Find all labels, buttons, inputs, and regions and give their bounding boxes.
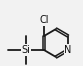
Text: N: N — [64, 45, 72, 55]
Text: Si: Si — [22, 45, 30, 55]
Text: Cl: Cl — [39, 15, 49, 25]
